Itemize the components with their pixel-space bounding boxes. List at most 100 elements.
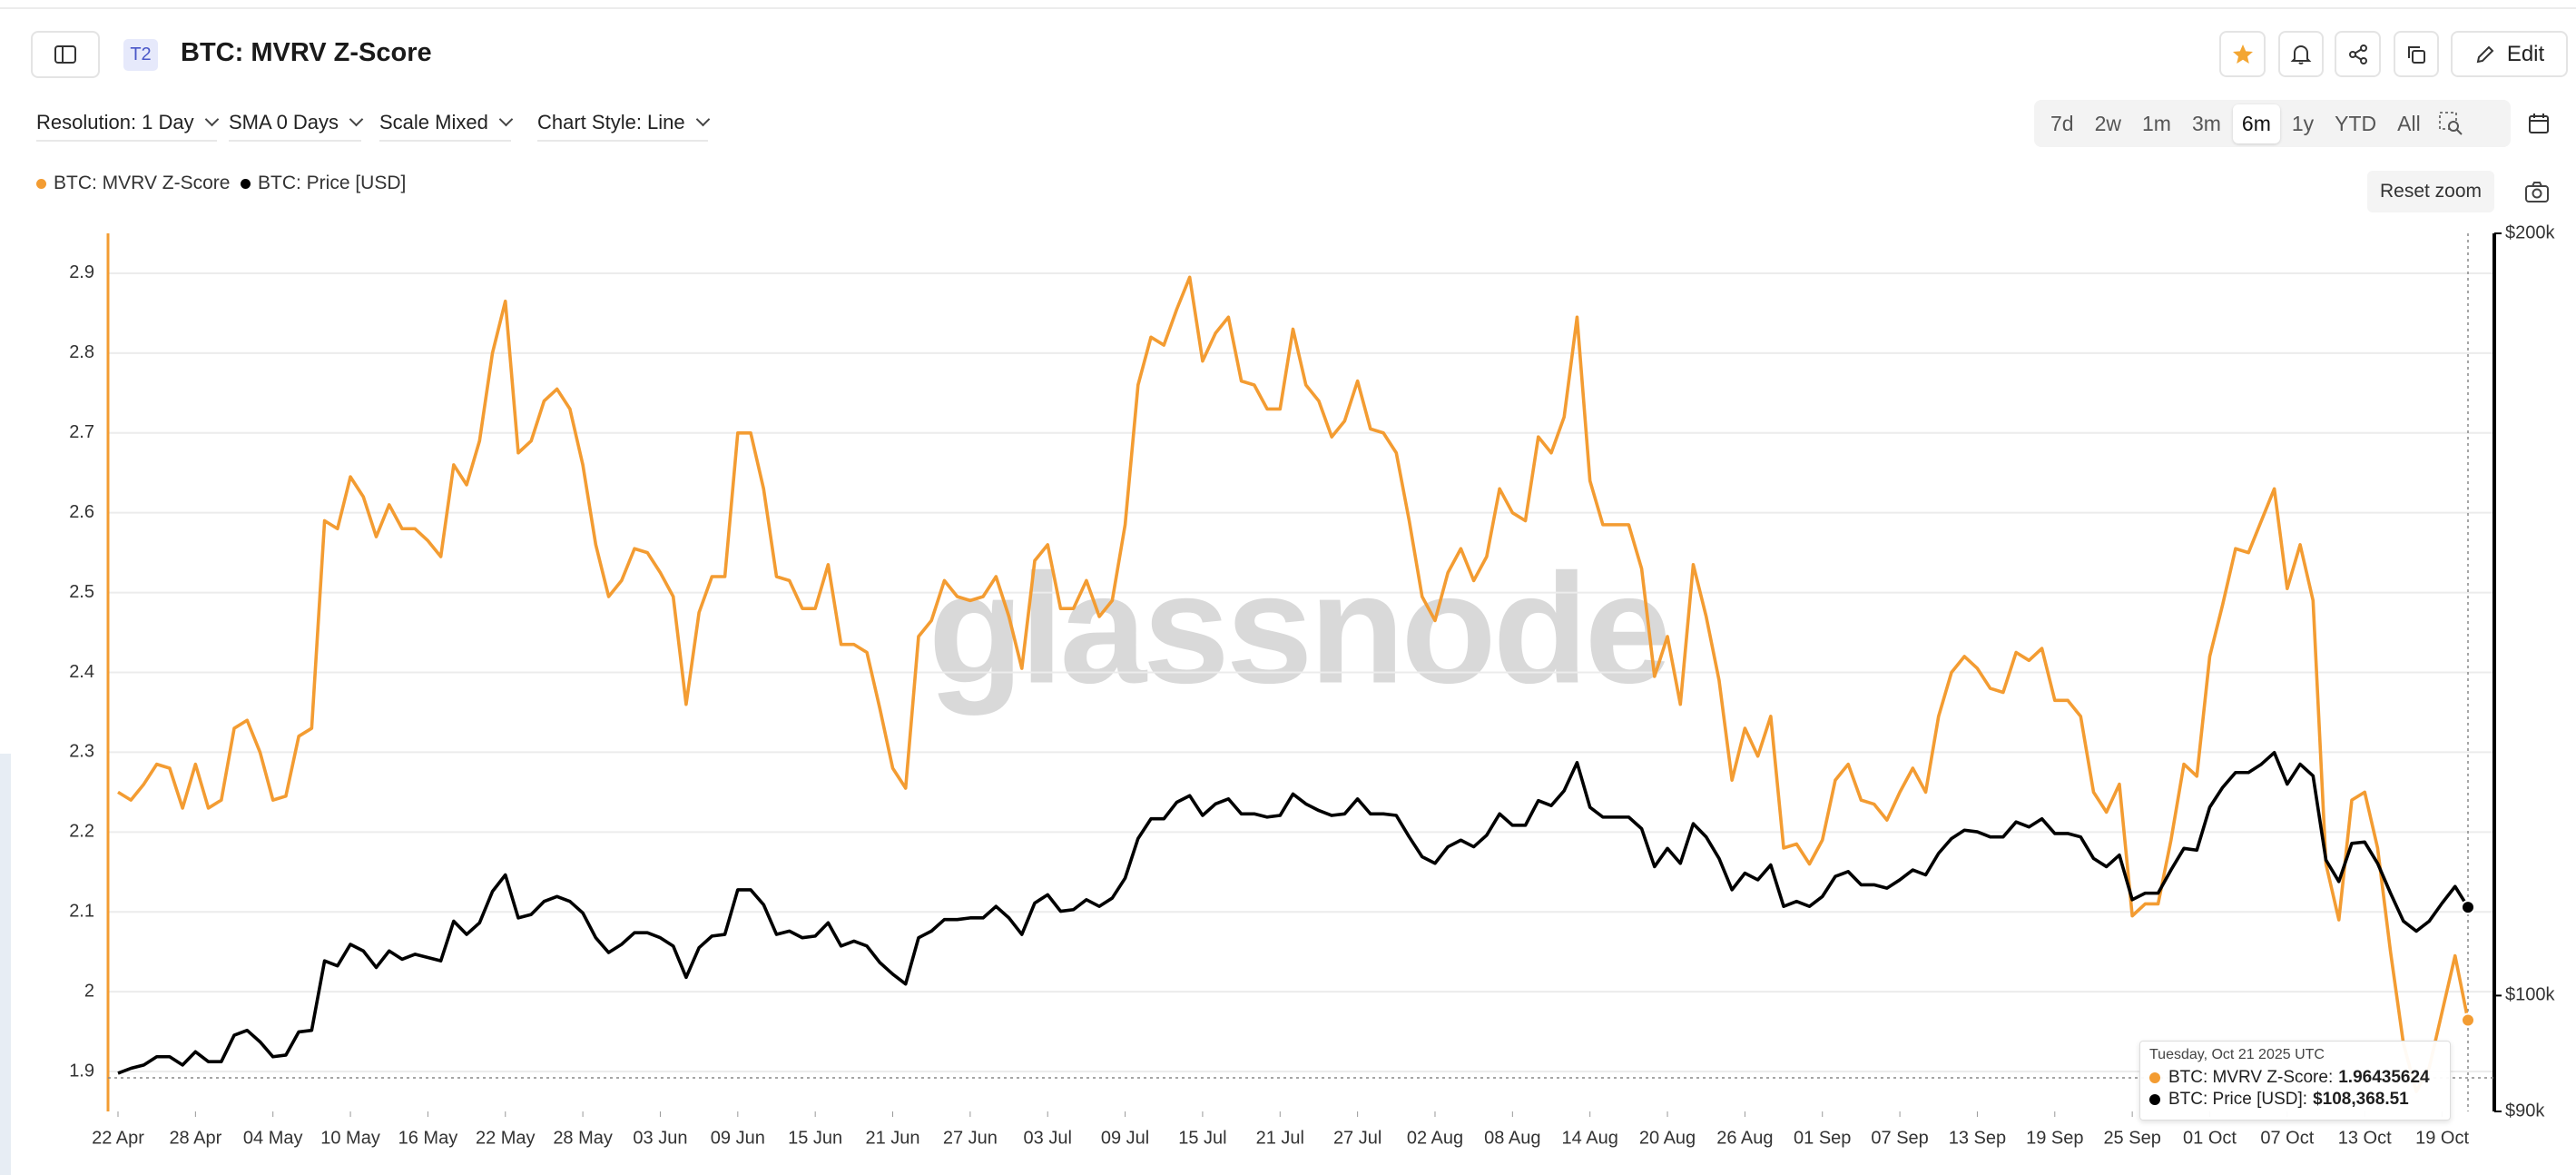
y2-tick-label: $90k — [2505, 1101, 2545, 1121]
x-tick-label: 08 Aug — [1484, 1128, 1540, 1148]
x-tick-label: 22 May — [476, 1128, 536, 1148]
x-tick-label: 22 Apr — [92, 1128, 144, 1148]
tooltip-value: 1.96435624 — [2338, 1068, 2430, 1087]
range-button[interactable]: 3m — [2191, 111, 2221, 135]
y-tick-label: 1.9 — [69, 1061, 94, 1081]
chart-style-dropdown[interactable]: Chart Style: Line — [537, 111, 708, 142]
x-tick-label: 09 Jul — [1101, 1128, 1149, 1148]
series-line — [117, 751, 2470, 1075]
range-selector: 7d 2w 1m 3m 6m 1y YTD All — [2034, 100, 2511, 147]
zoom-select-icon[interactable] — [2438, 111, 2463, 136]
end-point — [2461, 900, 2475, 915]
tooltip-label: BTC: MVRV Z-Score: — [2168, 1068, 2334, 1087]
x-tick-label: 28 May — [553, 1128, 613, 1148]
edit-label: Edit — [2506, 41, 2545, 66]
screenshot-button[interactable] — [2523, 180, 2551, 210]
x-tick-label: 03 Jul — [1024, 1128, 1072, 1148]
x-tick-label: 21 Jul — [1256, 1128, 1304, 1148]
calendar-icon — [2529, 114, 2549, 133]
x-tick-label: 10 May — [320, 1128, 380, 1148]
range-button[interactable]: 2w — [2094, 111, 2121, 135]
x-tick-label: 28 Apr — [169, 1128, 221, 1148]
tooltip-swatch — [2149, 1072, 2160, 1083]
tooltip-row: BTC: MVRV Z-Score: 1.96435624 — [2149, 1067, 2441, 1089]
tooltip-value: $108,368.51 — [2313, 1090, 2409, 1109]
edit-icon — [2476, 45, 2494, 63]
legend-label: BTC: Price [USD] — [258, 173, 407, 193]
x-tick-label: 01 Sep — [1794, 1128, 1851, 1148]
x-tick-label: 27 Jul — [1333, 1128, 1381, 1148]
x-tick-label: 01 Oct — [2183, 1128, 2237, 1148]
calendar-button[interactable] — [2514, 100, 2563, 147]
copy-icon — [2408, 45, 2425, 64]
bell-icon — [2290, 44, 2312, 64]
x-tick-label: 04 May — [243, 1128, 303, 1148]
range-button[interactable]: YTD — [2335, 111, 2377, 135]
edit-button[interactable]: Edit — [2451, 31, 2568, 77]
x-tick-label: 20 Aug — [1639, 1128, 1696, 1148]
series-line — [117, 275, 2470, 1093]
y-tick-label: 2.2 — [69, 822, 94, 842]
legend-item[interactable]: BTC: Price [USD] — [241, 173, 406, 194]
tier-badge: T2 — [123, 39, 158, 71]
y2-tick-label: $200k — [2505, 222, 2555, 242]
range-button[interactable]: 1y — [2291, 111, 2315, 135]
legend-item[interactable]: BTC: MVRV Z-Score — [36, 173, 230, 194]
y-tick-label: 2.7 — [69, 422, 94, 442]
x-tick-label: 16 May — [398, 1128, 458, 1148]
legend-swatch — [36, 178, 46, 189]
range-button[interactable]: 6m — [2232, 104, 2280, 143]
duplicate-button[interactable] — [2394, 31, 2439, 77]
tooltip-label: BTC: Price [USD]: — [2168, 1090, 2308, 1109]
range-button[interactable]: 1m — [2142, 111, 2171, 135]
x-tick-label: 15 Jun — [788, 1128, 842, 1148]
y-tick-label: 2 — [84, 981, 94, 1001]
side-strip — [0, 754, 11, 1175]
tooltip-title: Tuesday, Oct 21 2025 UTC — [2149, 1047, 2325, 1062]
legend-label: BTC: MVRV Z-Score — [54, 173, 231, 193]
range-button[interactable]: 7d — [2050, 111, 2074, 135]
top-border — [0, 7, 2576, 9]
sidebar-toggle[interactable] — [31, 31, 100, 78]
y-tick-label: 2.9 — [69, 262, 94, 282]
x-tick-label: 14 Aug — [1562, 1128, 1618, 1148]
share-button[interactable] — [2335, 31, 2381, 77]
sidebar-icon — [54, 45, 76, 64]
y-tick-label: 2.4 — [69, 662, 94, 682]
y2-tick-label: $100k — [2505, 985, 2555, 1005]
tooltip-row: BTC: Price [USD]: $108,368.51 — [2149, 1089, 2441, 1111]
tooltip-swatch — [2149, 1094, 2160, 1105]
x-tick-label: 26 Aug — [1716, 1128, 1773, 1148]
y-tick-label: 2.6 — [69, 502, 94, 522]
resolution-dropdown[interactable]: Resolution: 1 Day — [36, 111, 217, 142]
camera-icon — [2525, 182, 2549, 202]
y-tick-label: 2.3 — [69, 742, 94, 762]
y-tick-label: 2.5 — [69, 582, 94, 602]
page-title: BTC: MVRV Z-Score — [181, 38, 432, 67]
sma-dropdown[interactable]: SMA 0 Days — [229, 111, 362, 142]
y-tick-label: 2.8 — [69, 342, 94, 362]
scale-dropdown[interactable]: Scale Mixed — [379, 111, 511, 142]
range-button[interactable]: All — [2397, 111, 2421, 135]
tooltip: Tuesday, Oct 21 2025 UTC BTC: MVRV Z-Sco… — [2139, 1041, 2451, 1121]
x-tick-label: 09 Jun — [711, 1128, 765, 1148]
x-tick-label: 07 Sep — [1871, 1128, 1928, 1148]
x-tick-label: 07 Oct — [2260, 1128, 2314, 1148]
star-icon — [2232, 44, 2253, 64]
x-tick-label: 03 Jun — [633, 1128, 687, 1148]
watermark: glassnode — [929, 541, 1668, 716]
x-tick-label: 13 Sep — [1949, 1128, 2006, 1148]
x-tick-label: 15 Jul — [1178, 1128, 1226, 1148]
share-icon — [2348, 44, 2367, 64]
favorite-button[interactable] — [2219, 31, 2266, 77]
x-tick-label: 19 Sep — [2026, 1128, 2083, 1148]
x-tick-label: 21 Jun — [865, 1128, 919, 1148]
alert-button[interactable] — [2278, 31, 2324, 77]
x-tick-label: 13 Oct — [2338, 1128, 2392, 1148]
x-tick-label: 02 Aug — [1407, 1128, 1463, 1148]
legend-swatch — [241, 178, 251, 189]
x-tick-label: 25 Sep — [2103, 1128, 2160, 1148]
reset-zoom-button[interactable]: Reset zoom — [2367, 171, 2494, 212]
